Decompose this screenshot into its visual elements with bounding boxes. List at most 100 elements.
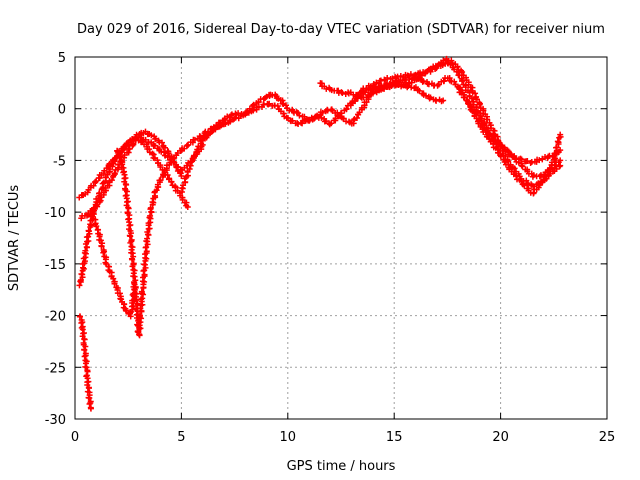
data-point — [519, 163, 526, 170]
data-point — [557, 147, 564, 154]
data-point — [328, 120, 335, 127]
data-point — [161, 144, 168, 151]
y-axis: -30 -25 -20 -15 -10 -5 0 5 — [45, 51, 607, 428]
data-point — [266, 100, 273, 107]
data-point — [335, 113, 342, 120]
data-point — [557, 157, 564, 164]
data-point — [338, 89, 345, 96]
data-point — [319, 109, 326, 116]
data-point — [110, 275, 117, 282]
series-track-11 — [455, 84, 564, 180]
data-point — [97, 237, 104, 244]
data-point — [147, 212, 154, 219]
data-point — [82, 343, 89, 350]
data-point — [137, 325, 144, 332]
data-point — [378, 86, 385, 93]
data-point — [125, 205, 132, 212]
data-point — [440, 97, 447, 104]
data-point — [87, 405, 94, 412]
data-point — [81, 347, 88, 354]
data-point — [127, 233, 134, 240]
data-point — [350, 117, 357, 124]
data-point — [161, 149, 168, 156]
data-point — [473, 96, 480, 103]
data-point — [100, 249, 107, 256]
x-tick-label: 25 — [599, 430, 616, 445]
data-point — [93, 178, 100, 185]
data-point — [108, 177, 115, 184]
data-point — [92, 178, 99, 185]
data-point — [265, 101, 272, 108]
data-point — [80, 265, 87, 272]
data-point — [90, 182, 97, 189]
x-tick-label: 0 — [71, 430, 79, 445]
data-point — [179, 185, 186, 192]
data-point — [99, 180, 106, 187]
data-point — [93, 223, 100, 230]
x-axis: 0 5 10 15 20 25 — [71, 57, 615, 445]
data-point — [426, 95, 433, 102]
data-point — [553, 144, 560, 151]
data-point — [521, 182, 528, 189]
plot-frame — [74, 56, 608, 420]
data-point — [116, 154, 123, 161]
data-point — [370, 88, 377, 95]
y-tick-label: -10 — [45, 206, 66, 221]
data-point — [91, 204, 98, 211]
x-axis-label: GPS time / hours — [287, 459, 396, 474]
data-point — [483, 127, 490, 134]
data-point — [129, 256, 136, 263]
data-point — [518, 162, 525, 169]
y-tick-label: 0 — [58, 103, 66, 118]
data-point — [189, 158, 196, 165]
data-point — [133, 297, 140, 304]
y-tick-label: -30 — [45, 413, 66, 428]
data-point — [123, 181, 130, 188]
data-point — [131, 267, 138, 274]
data-point — [147, 204, 154, 211]
data-point — [111, 158, 118, 165]
data-point — [86, 395, 93, 402]
data-point — [322, 118, 329, 125]
data-point — [545, 169, 552, 176]
y-tick-label: -25 — [45, 361, 66, 376]
data-point — [476, 101, 483, 108]
data-point — [530, 172, 537, 179]
x-tick-label: 10 — [280, 430, 297, 445]
data-point — [355, 92, 362, 99]
data-point — [461, 94, 468, 101]
data-point — [228, 112, 235, 119]
data-point — [81, 336, 88, 343]
data-point — [187, 162, 193, 169]
data-point — [114, 148, 121, 155]
data-point — [144, 229, 151, 236]
data-point — [527, 159, 534, 166]
data-point — [235, 110, 242, 117]
data-point — [496, 141, 503, 148]
data-point — [283, 102, 290, 109]
data-point — [524, 158, 531, 165]
x-tick-label: 5 — [177, 430, 185, 445]
data-point — [158, 139, 165, 146]
data-point — [82, 247, 89, 254]
data-point — [226, 117, 233, 124]
data-point — [557, 131, 564, 138]
data-point — [136, 312, 143, 319]
data-point — [296, 112, 303, 119]
data-point — [138, 288, 145, 295]
data-point — [184, 203, 191, 210]
data-point — [135, 329, 142, 336]
data-point — [127, 239, 134, 246]
data-point — [416, 87, 423, 94]
data-point — [422, 92, 429, 99]
data-point — [314, 112, 321, 119]
data-point — [432, 62, 439, 69]
data-point — [343, 105, 350, 112]
data-point — [471, 106, 478, 113]
data-point — [274, 103, 281, 110]
data-point — [95, 195, 102, 202]
data-point — [339, 89, 346, 96]
data-point — [153, 187, 160, 194]
data-point — [111, 170, 118, 177]
